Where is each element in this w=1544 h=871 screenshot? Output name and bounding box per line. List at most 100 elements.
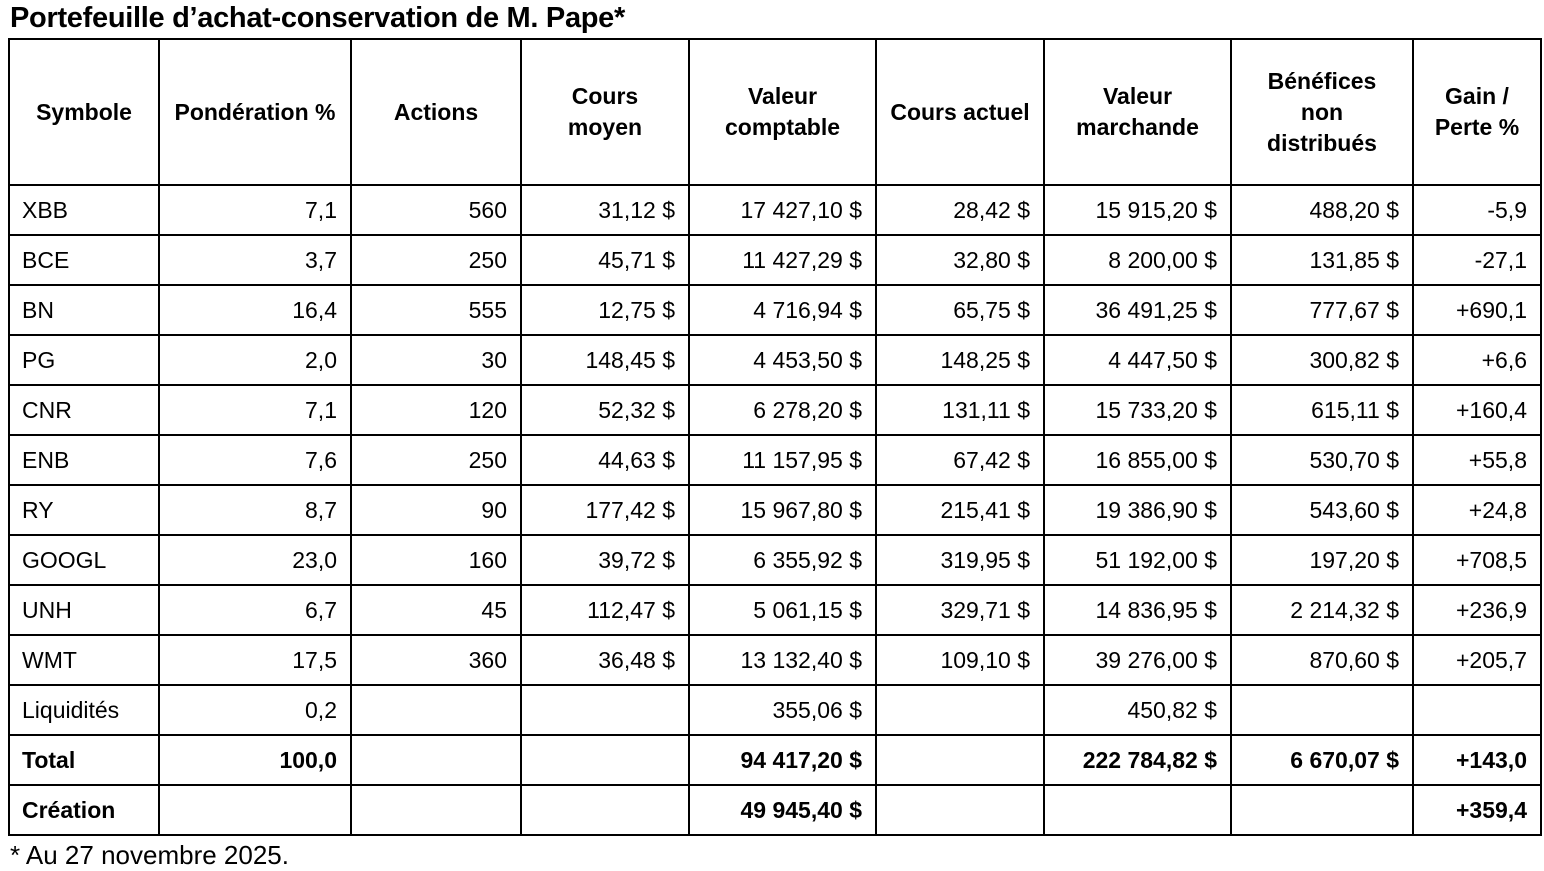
column-header-cours-actuel: Cours actuel [875, 38, 1045, 186]
value-cell: 4 716,94 $ [688, 284, 877, 336]
symbol-cell: WMT [8, 634, 160, 686]
symbol-cell: RY [8, 484, 160, 536]
table-row: BN 16,4 555 12,75 $4 716,94 $65,75 $36 491,… [8, 284, 1542, 336]
value-cell: -27,1 [1412, 234, 1542, 286]
value-cell [1043, 784, 1232, 836]
value-cell [158, 784, 352, 836]
value-cell: 28,42 $ [875, 184, 1045, 236]
table-row: RY 8,7 90 177,42 $15 967,80 $215,41 $19 386… [8, 484, 1542, 536]
value-cell: +143,0 [1412, 734, 1542, 786]
value-cell: 100,0 [158, 734, 352, 786]
value-cell: 17 427,10 $ [688, 184, 877, 236]
symbol-cell: Création [8, 784, 160, 836]
value-cell: 197,20 $ [1230, 534, 1414, 586]
table-row: CNR 7,1 120 52,32 $6 278,20 $131,11 $15 733… [8, 384, 1542, 436]
value-cell: 4 447,50 $ [1043, 334, 1232, 386]
symbol-cell: BCE [8, 234, 160, 286]
column-header-symbole: Symbole [8, 38, 160, 186]
table-row: BCE 3,7 250 45,71 $11 427,29 $32,80 $8 200,… [8, 234, 1542, 286]
value-cell: 8 200,00 $ [1043, 234, 1232, 286]
table-body: XBB 7,1 560 31,12 $17 427,10 $28,42 $15 915… [8, 184, 1542, 836]
symbol-cell: CNR [8, 384, 160, 436]
table-row: WMT 17,5 360 36,48 $13 132,40 $109,10 $39 2… [8, 634, 1542, 686]
value-cell: 39,72 $ [520, 534, 690, 586]
value-cell: 19 386,90 $ [1043, 484, 1232, 536]
value-cell [875, 734, 1045, 786]
value-cell: 250 [350, 434, 522, 486]
value-cell: 777,67 $ [1230, 284, 1414, 336]
column-header-valeur-comptable: Valeur comptable [688, 38, 877, 186]
value-cell: +236,9 [1412, 584, 1542, 636]
value-cell: 4 453,50 $ [688, 334, 877, 386]
value-cell: 131,11 $ [875, 384, 1045, 436]
value-cell: +708,5 [1412, 534, 1542, 586]
value-cell: 6 278,20 $ [688, 384, 877, 436]
value-cell: 11 427,29 $ [688, 234, 877, 286]
value-cell: 120 [350, 384, 522, 436]
column-header-actions: Actions [350, 38, 522, 186]
value-cell: 488,20 $ [1230, 184, 1414, 236]
table-row: UNH 6,7 45 112,47 $5 061,15 $329,71 $14 836… [8, 584, 1542, 636]
value-cell: 14 836,95 $ [1043, 584, 1232, 636]
value-cell: 329,71 $ [875, 584, 1045, 636]
value-cell: 45,71 $ [520, 234, 690, 286]
portfolio-table: Symbole Pondération % Actions Cours moye… [8, 38, 1542, 836]
column-header-benefices-non-distribues: Bénéfices non distribués [1230, 38, 1414, 186]
value-cell: 112,47 $ [520, 584, 690, 636]
value-cell: 6 355,92 $ [688, 534, 877, 586]
value-cell: 530,70 $ [1230, 434, 1414, 486]
value-cell: +359,4 [1412, 784, 1542, 836]
value-cell: 160 [350, 534, 522, 586]
symbol-cell: ENB [8, 434, 160, 486]
value-cell: 131,85 $ [1230, 234, 1414, 286]
symbol-cell: Liquidités [8, 684, 160, 736]
value-cell: 67,42 $ [875, 434, 1045, 486]
table-row: Création 49 945,40 $ +359,4 [8, 784, 1542, 836]
table-row: XBB 7,1 560 31,12 $17 427,10 $28,42 $15 915… [8, 184, 1542, 236]
table-row: ENB 7,6 250 44,63 $11 157,95 $67,42 $16 855… [8, 434, 1542, 486]
value-cell [350, 684, 522, 736]
footnote: * Au 27 novembre 2025. [10, 840, 289, 870]
value-cell: 7,6 [158, 434, 352, 486]
page-title: Portefeuille d’achat-conservation de M. … [10, 2, 625, 34]
value-cell: 5 061,15 $ [688, 584, 877, 636]
value-cell: 450,82 $ [1043, 684, 1232, 736]
value-cell: 7,1 [158, 184, 352, 236]
value-cell: 109,10 $ [875, 634, 1045, 686]
value-cell: 13 132,40 $ [688, 634, 877, 686]
value-cell: 148,45 $ [520, 334, 690, 386]
symbol-cell: XBB [8, 184, 160, 236]
value-cell [520, 784, 690, 836]
value-cell: 870,60 $ [1230, 634, 1414, 686]
value-cell: 51 192,00 $ [1043, 534, 1232, 586]
table-row: Liquidités 0,2 355,06 $ 450,82 $ [8, 684, 1542, 736]
value-cell: 15 967,80 $ [688, 484, 877, 536]
value-cell: 45 [350, 584, 522, 636]
table-row: PG 2,0 30 148,45 $4 453,50 $148,25 $4 447,5… [8, 334, 1542, 386]
symbol-cell: PG [8, 334, 160, 386]
value-cell: 6 670,07 $ [1230, 734, 1414, 786]
value-cell: 36 491,25 $ [1043, 284, 1232, 336]
value-cell: 49 945,40 $ [688, 784, 877, 836]
column-header-cours-moyen: Cours moyen [520, 38, 690, 186]
value-cell: +690,1 [1412, 284, 1542, 336]
value-cell: 30 [350, 334, 522, 386]
value-cell: 39 276,00 $ [1043, 634, 1232, 686]
value-cell: 44,63 $ [520, 434, 690, 486]
value-cell: 615,11 $ [1230, 384, 1414, 436]
value-cell: 94 417,20 $ [688, 734, 877, 786]
value-cell: 31,12 $ [520, 184, 690, 236]
value-cell: 355,06 $ [688, 684, 877, 736]
value-cell: 15 915,20 $ [1043, 184, 1232, 236]
value-cell: 3,7 [158, 234, 352, 286]
value-cell: 23,0 [158, 534, 352, 586]
symbol-cell: GOOGL [8, 534, 160, 586]
symbol-cell: Total [8, 734, 160, 786]
value-cell: 6,7 [158, 584, 352, 636]
value-cell [875, 784, 1045, 836]
column-header-gain-perte: Gain / Perte % [1412, 38, 1542, 186]
symbol-cell: BN [8, 284, 160, 336]
value-cell: +55,8 [1412, 434, 1542, 486]
value-cell: 560 [350, 184, 522, 236]
value-cell: 12,75 $ [520, 284, 690, 336]
